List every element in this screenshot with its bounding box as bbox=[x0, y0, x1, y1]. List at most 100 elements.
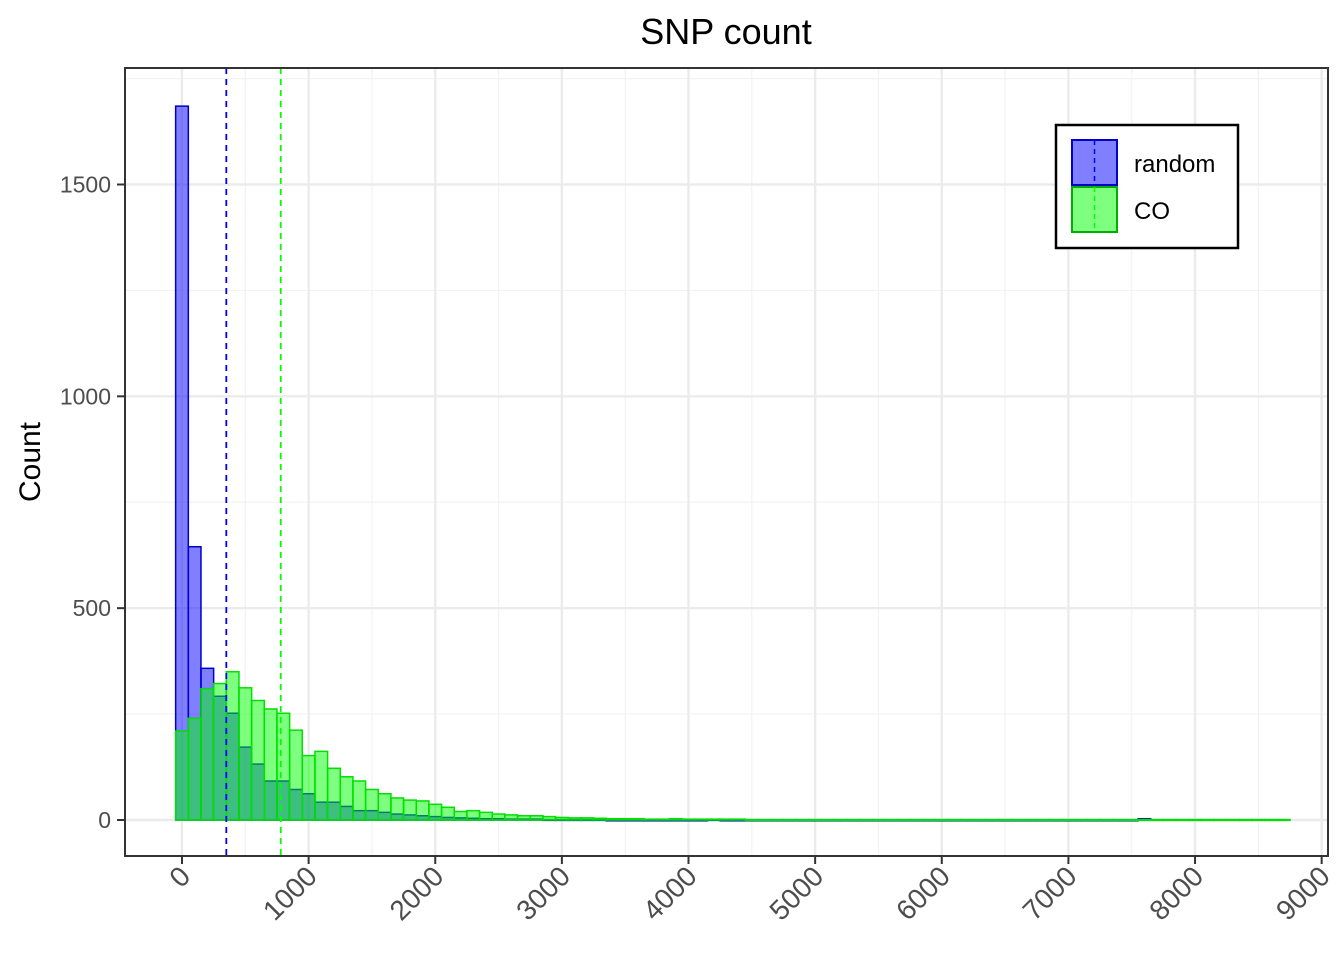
bar-co bbox=[618, 817, 633, 821]
bar-co bbox=[504, 814, 519, 821]
bar-co bbox=[415, 800, 430, 821]
plot-border bbox=[124, 67, 1329, 857]
bar-co bbox=[808, 818, 823, 822]
bar-co bbox=[200, 687, 215, 821]
bar-co bbox=[846, 818, 861, 822]
legend-label-random: random bbox=[1134, 151, 1215, 178]
bar-random bbox=[174, 105, 190, 821]
x-tick-label: 5000 bbox=[763, 860, 829, 926]
y-axis-ticks: 0 500 1000 1500 bbox=[60, 172, 125, 833]
bar-co bbox=[782, 818, 797, 822]
x-axis-ticks: 0 1000 2000 3000 4000 5000 6000 7000 8000 9000 bbox=[163, 856, 1336, 926]
bar-co bbox=[668, 817, 683, 821]
bar-co bbox=[820, 818, 835, 822]
bar-co bbox=[884, 818, 899, 822]
bar-co bbox=[542, 815, 557, 821]
bar-co bbox=[440, 806, 455, 821]
bar-co bbox=[1225, 818, 1241, 822]
bar-co bbox=[922, 818, 937, 822]
bar-co bbox=[529, 815, 544, 821]
bar-co bbox=[1061, 818, 1076, 822]
legend-item-co: CO bbox=[1071, 186, 1170, 233]
bar-co bbox=[1137, 818, 1152, 822]
bar-co bbox=[377, 792, 392, 821]
legend-item-random: random bbox=[1071, 139, 1215, 186]
x-tick-label: 7000 bbox=[1017, 860, 1083, 926]
bar-co bbox=[719, 818, 734, 821]
bar-co bbox=[516, 815, 531, 821]
bar-co bbox=[972, 818, 987, 822]
bar-co bbox=[276, 712, 291, 821]
bar-co bbox=[1023, 818, 1038, 822]
legend-label-co: CO bbox=[1134, 198, 1170, 225]
chart-title: SNP count bbox=[640, 11, 811, 52]
bar-co bbox=[630, 817, 645, 821]
bar-co bbox=[871, 818, 886, 822]
bar-co bbox=[833, 818, 848, 822]
y-tick-label: 1000 bbox=[60, 383, 111, 409]
x-tick-label: 1000 bbox=[257, 860, 323, 926]
bar-co bbox=[934, 818, 949, 822]
x-tick-label: 0 bbox=[163, 860, 196, 893]
bar-co bbox=[960, 818, 975, 822]
bar-co bbox=[554, 816, 569, 821]
bar-co bbox=[643, 818, 658, 821]
x-tick-label: 8000 bbox=[1143, 860, 1209, 926]
bar-co bbox=[1263, 818, 1279, 822]
bar-co bbox=[326, 767, 342, 821]
bar-co bbox=[1175, 818, 1190, 822]
bars-co bbox=[174, 670, 1291, 822]
bar-co bbox=[757, 818, 772, 822]
y-axis-label: Count bbox=[14, 421, 47, 502]
bar-co bbox=[453, 810, 468, 821]
bar-co bbox=[580, 817, 595, 821]
bar-co bbox=[402, 799, 418, 821]
bar-co bbox=[909, 818, 924, 822]
bar-co bbox=[1010, 818, 1025, 822]
bar-co bbox=[1099, 818, 1114, 822]
bar-co bbox=[491, 813, 506, 821]
bar-co bbox=[1213, 818, 1228, 822]
bar-co bbox=[985, 818, 1000, 822]
bar-co bbox=[706, 818, 721, 821]
bar-co bbox=[238, 687, 253, 821]
x-tick-label: 3000 bbox=[510, 860, 576, 926]
bar-co bbox=[1035, 818, 1051, 822]
bar-co bbox=[1238, 818, 1253, 822]
bar-co bbox=[681, 818, 696, 821]
bar-co bbox=[1200, 818, 1215, 822]
bar-co bbox=[744, 818, 759, 822]
bar-co bbox=[478, 811, 493, 821]
bar-co bbox=[212, 682, 228, 821]
bar-co bbox=[1251, 818, 1266, 822]
bar-co bbox=[1187, 818, 1203, 822]
bar-co bbox=[605, 817, 620, 821]
bar-co bbox=[1086, 818, 1101, 822]
bar-co bbox=[694, 818, 709, 821]
bar-co bbox=[567, 817, 582, 821]
bar-co bbox=[225, 670, 240, 821]
bar-co bbox=[364, 788, 380, 821]
bar-co bbox=[1073, 818, 1089, 822]
bar-co bbox=[858, 818, 873, 822]
bar-co bbox=[1162, 818, 1177, 822]
x-tick-label: 4000 bbox=[637, 860, 703, 926]
bar-co bbox=[1276, 818, 1291, 822]
bar-co bbox=[795, 818, 810, 822]
bar-co bbox=[314, 750, 329, 821]
x-tick-label: 6000 bbox=[890, 860, 956, 926]
bar-co bbox=[770, 818, 785, 822]
bar-co bbox=[390, 797, 405, 821]
legend: random CO bbox=[1054, 123, 1240, 250]
bar-co bbox=[896, 818, 911, 822]
x-tick-label: 2000 bbox=[384, 860, 450, 926]
bar-co bbox=[466, 809, 481, 821]
bar-co bbox=[1111, 818, 1127, 822]
y-tick-label: 1500 bbox=[60, 172, 111, 198]
x-tick-label: 9000 bbox=[1270, 860, 1336, 926]
bar-co bbox=[339, 776, 354, 821]
bar-co bbox=[998, 818, 1013, 822]
bar-co bbox=[428, 803, 443, 821]
y-tick-label: 0 bbox=[98, 807, 111, 833]
